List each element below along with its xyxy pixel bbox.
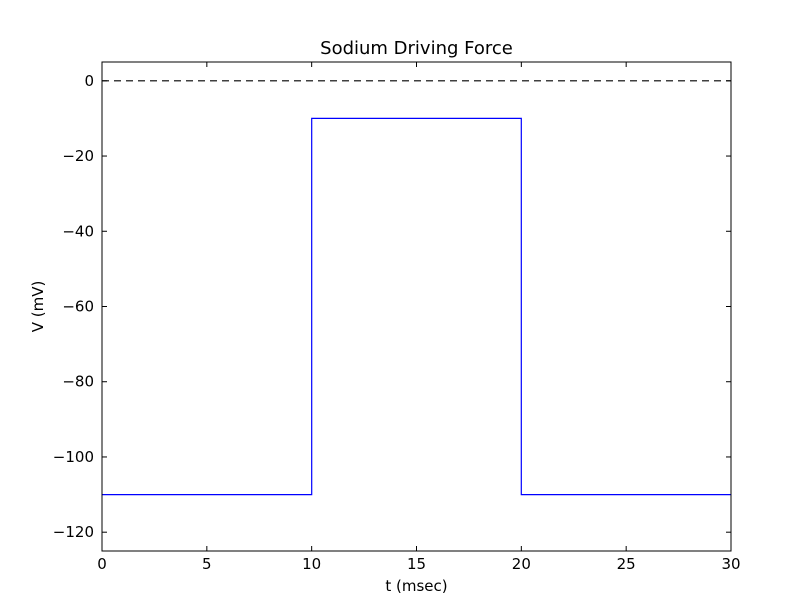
y-tick-label: −100 [53,448,94,466]
y-tick-label: −120 [53,523,94,541]
ticks: 0 5 10 15 20 25 30 0 −20 −40 −60 −80 −100 −120 [53,62,741,573]
x-axis-label: t (msec) [385,577,447,595]
x-tick-label: 25 [617,555,636,573]
voltage-series-line [102,117,731,496]
x-tick-label: 0 [97,555,107,573]
y-tick-label: −20 [62,147,94,165]
y-tick-label: −40 [62,222,94,240]
x-tick-label: 15 [407,555,426,573]
x-tick-label: 30 [721,555,740,573]
chart-title: Sodium Driving Force [320,38,513,59]
y-tick-label: 0 [84,72,94,90]
x-tick-label: 5 [202,555,212,573]
x-tick-label: 10 [302,555,321,573]
x-tick-label: 20 [512,555,531,573]
plot-area [102,80,731,496]
y-tick-label: −60 [62,298,94,316]
y-tick-label: −80 [62,373,94,391]
y-axis-label: V (mV) [29,281,47,333]
